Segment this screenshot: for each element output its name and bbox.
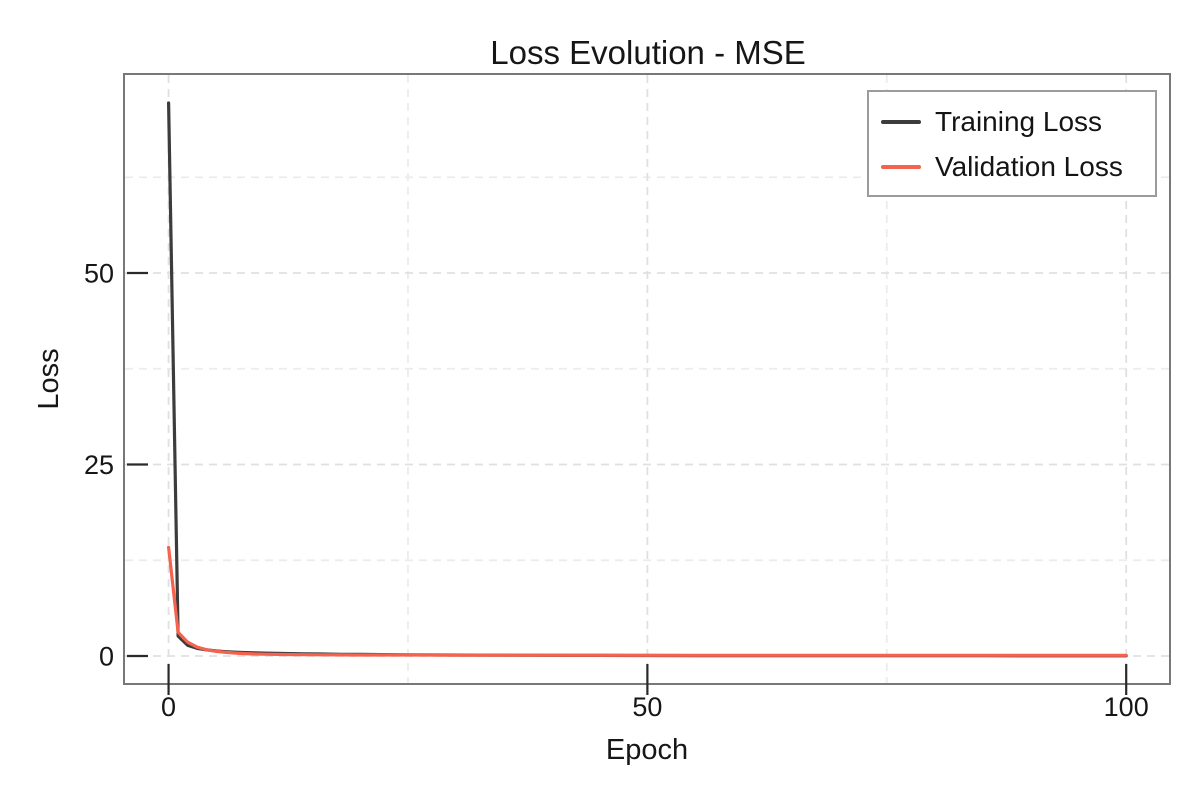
data-series: [167, 101, 1128, 658]
legend-entry-validation-loss: Validation Loss: [881, 144, 1155, 189]
chart-title: Loss Evolution - MSE: [490, 34, 805, 71]
legend-entry-training-loss: Training Loss: [881, 99, 1155, 144]
series-line-validation-loss: [167, 545, 1128, 657]
y-tick-label: 0: [99, 642, 114, 672]
axis-tick-labels: 0 50 100 0 25 50: [84, 259, 1149, 722]
y-axis-label: Loss: [33, 348, 65, 409]
legend-label: Training Loss: [935, 105, 1103, 137]
legend: Training Loss Validation Loss: [867, 90, 1157, 197]
legend-line-swatch-training-loss: [881, 119, 921, 124]
legend-label: Validation Loss: [935, 150, 1123, 182]
y-tick-label: 50: [84, 259, 114, 289]
x-tick-label: 0: [161, 692, 176, 722]
axis-ticks: [127, 271, 1128, 695]
x-tick-label: 50: [632, 692, 662, 722]
x-axis-label: Epoch: [606, 734, 688, 766]
y-tick-label: 25: [84, 450, 114, 480]
legend-line-swatch-validation-loss: [881, 164, 921, 169]
x-tick-label: 100: [1104, 692, 1149, 722]
